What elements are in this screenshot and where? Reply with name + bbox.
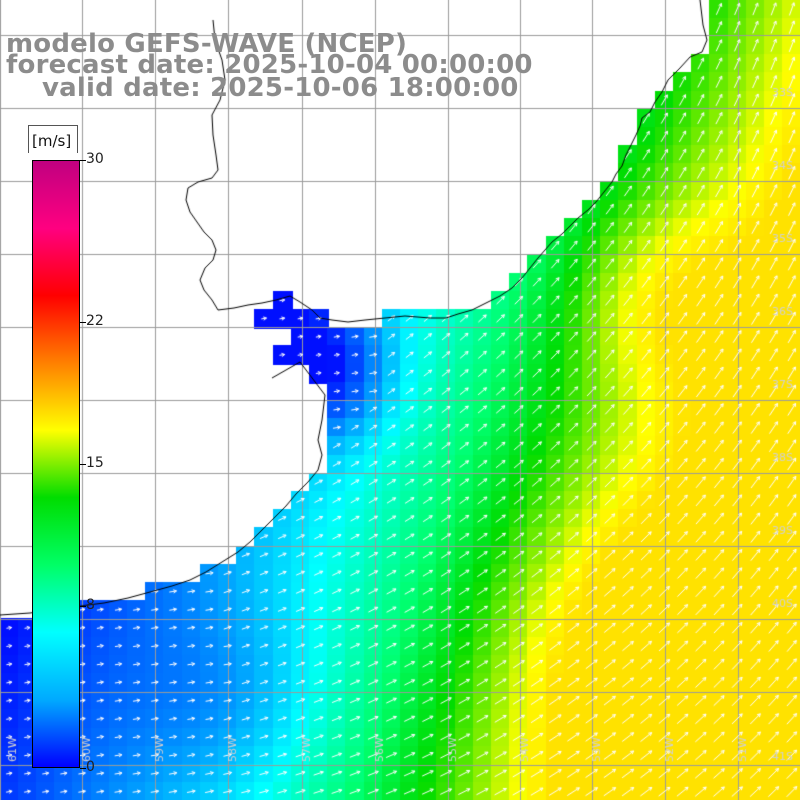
forecast-date: forecast date: 2025-10-04 00:00:00 xyxy=(6,50,533,80)
colorbar-unit: [m/s] xyxy=(32,132,72,150)
colorbar-tick-label: 15 xyxy=(86,455,104,471)
colorbar-tick-mark xyxy=(80,605,86,607)
colorbar-tick-mark xyxy=(80,464,86,465)
colorbar-tick-label: 22 xyxy=(86,313,104,330)
colorbar-tick-label: 8 xyxy=(86,596,95,613)
valid-date: valid date: 2025-10-06 18:00:00 xyxy=(42,73,519,103)
colorbar xyxy=(32,160,80,768)
colorbar-tick-mark xyxy=(80,768,86,769)
colorbar-tick-label: 30 xyxy=(86,151,104,167)
colorbar-tick-label: 0 xyxy=(86,759,95,775)
colorbar-tick-mark xyxy=(80,322,86,324)
model-title: modelo GEFS-WAVE (NCEP) xyxy=(6,29,408,59)
colorbar-tick-mark xyxy=(80,160,86,161)
colorbar-unit-frame xyxy=(28,125,78,153)
